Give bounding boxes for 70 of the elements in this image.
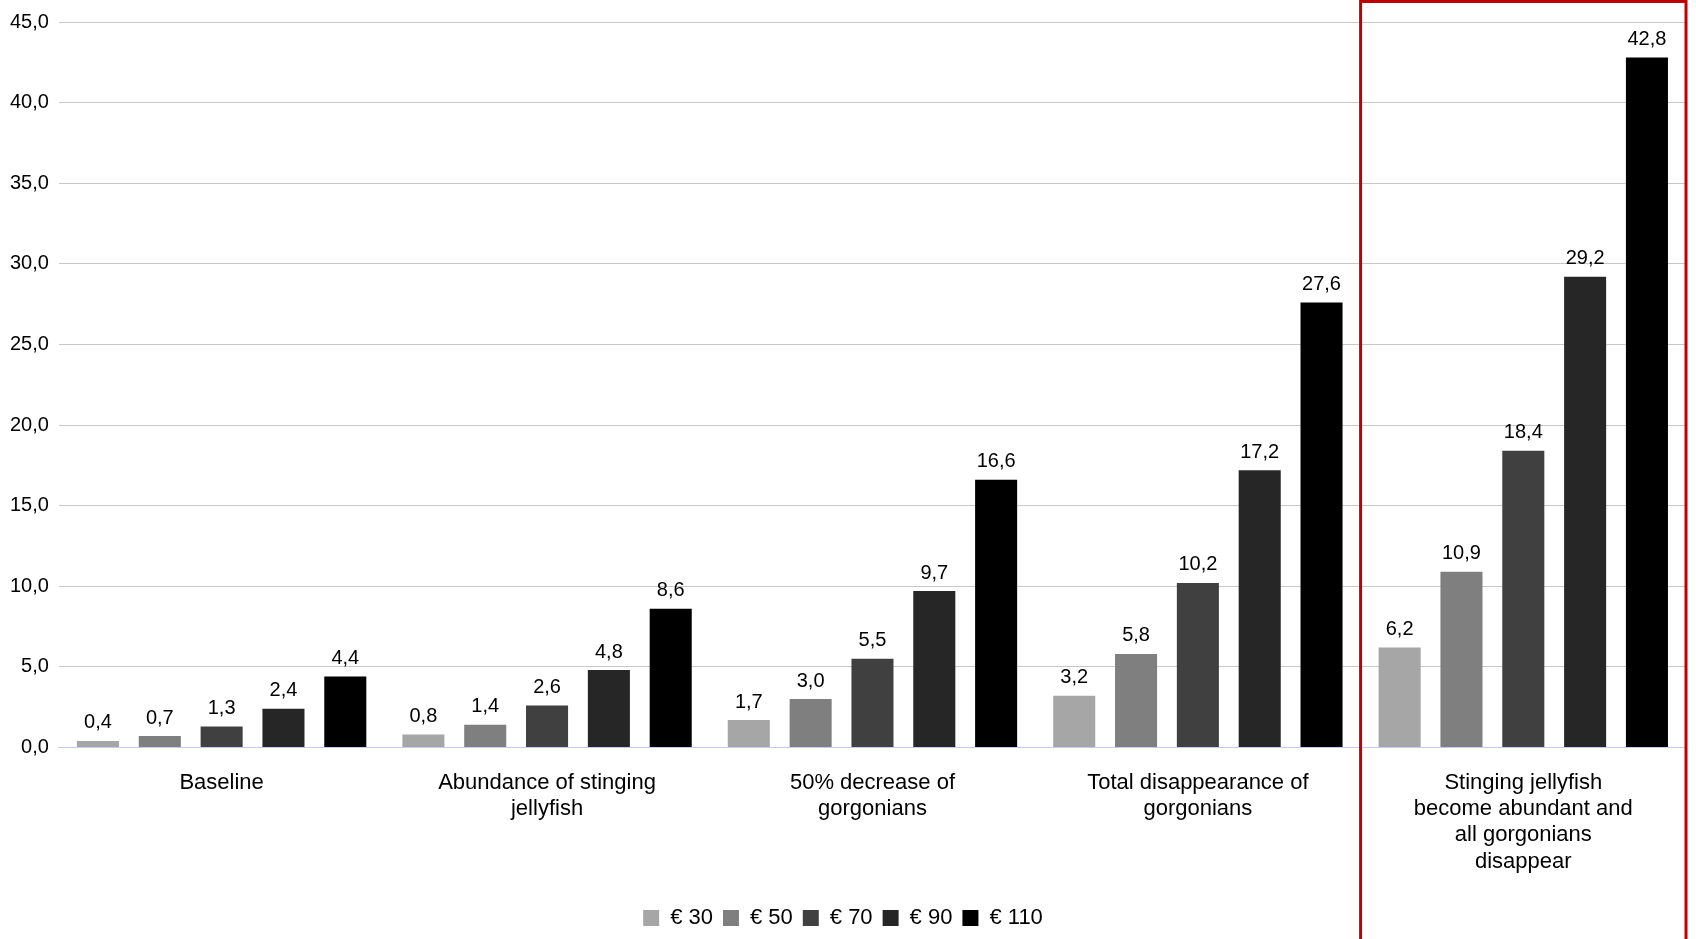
bar xyxy=(200,726,243,747)
legend-label: € 50 xyxy=(749,904,793,930)
data-label: 10,2 xyxy=(1178,552,1218,575)
data-label: 3,0 xyxy=(796,668,825,691)
y-tick-label: 10,0 xyxy=(9,573,49,596)
bar xyxy=(1115,653,1158,747)
bar xyxy=(913,591,956,747)
data-label: 16,6 xyxy=(976,449,1016,472)
bar xyxy=(138,736,181,747)
legend-label: € 70 xyxy=(829,904,873,930)
bar xyxy=(1053,695,1096,747)
data-label: 42,8 xyxy=(1627,26,1667,49)
legend-label: € 90 xyxy=(909,904,953,930)
bar xyxy=(76,740,119,747)
bar xyxy=(1238,470,1281,747)
bar xyxy=(1378,647,1421,747)
bar xyxy=(464,724,507,747)
x-tick-label: 50% decrease of gorgonians xyxy=(789,768,956,821)
bar xyxy=(1440,571,1483,747)
y-tick-label: 35,0 xyxy=(9,170,49,193)
data-label: 9,7 xyxy=(920,560,949,583)
data-label: 5,5 xyxy=(858,628,887,651)
y-tick-label: 25,0 xyxy=(9,331,49,354)
x-tick-label: Abundance of stinging jellyfish xyxy=(438,768,656,821)
data-label: 4,4 xyxy=(331,645,360,668)
data-label: 5,8 xyxy=(1122,623,1150,646)
x-tick-label: Total disappearance of gorgonians xyxy=(1087,768,1310,821)
x-tick-label: Baseline xyxy=(179,768,264,794)
bar xyxy=(526,705,569,747)
data-label: 17,2 xyxy=(1240,439,1280,462)
data-label: 1,7 xyxy=(734,689,763,712)
y-tick-label: 15,0 xyxy=(9,493,49,516)
bar xyxy=(1176,582,1219,747)
legend-label: € 110 xyxy=(989,904,1043,930)
data-label: 1,3 xyxy=(207,695,236,718)
y-tick-label: 0,0 xyxy=(21,734,49,757)
data-label: 27,6 xyxy=(1302,272,1341,294)
data-label: 0,8 xyxy=(409,704,438,727)
data-label: 6,2 xyxy=(1385,616,1414,639)
data-label: 0,4 xyxy=(84,710,112,733)
bar xyxy=(649,608,692,747)
bar xyxy=(1502,450,1545,747)
legend-label: € 30 xyxy=(670,904,713,930)
bar xyxy=(789,699,832,747)
y-tick-label: 20,0 xyxy=(9,412,49,435)
bar xyxy=(975,479,1018,747)
bar xyxy=(587,670,630,747)
data-label: 0,7 xyxy=(145,705,174,728)
data-label: 8,6 xyxy=(656,578,685,601)
data-label: 18,4 xyxy=(1503,420,1543,443)
bar xyxy=(851,658,894,747)
bar xyxy=(727,720,770,747)
bar xyxy=(1300,302,1343,747)
y-tick-label: 45,0 xyxy=(9,9,49,32)
bar xyxy=(1625,57,1668,747)
data-label: 1,4 xyxy=(471,694,500,717)
y-tick-label: 40,0 xyxy=(9,90,49,113)
bar xyxy=(402,734,445,747)
data-label: 4,8 xyxy=(594,639,623,662)
bar xyxy=(324,676,367,747)
data-label: 2,6 xyxy=(533,675,561,697)
data-label: 3,2 xyxy=(1060,665,1089,688)
bar xyxy=(1564,276,1607,747)
y-tick-label: 30,0 xyxy=(9,251,49,274)
data-label: 29,2 xyxy=(1565,246,1605,269)
y-tick-label: 5,0 xyxy=(21,654,49,677)
data-label: 10,9 xyxy=(1441,541,1481,564)
bar xyxy=(262,708,305,747)
data-label: 2,4 xyxy=(269,678,298,701)
x-tick-label: Stinging jellyfish become abundant and all gorgonians disappear xyxy=(1413,768,1633,873)
